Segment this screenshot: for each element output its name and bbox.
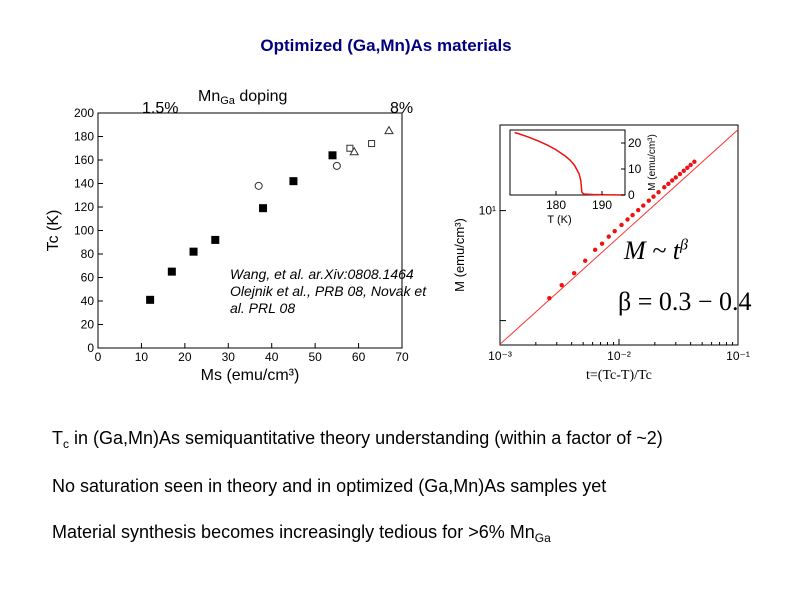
data-point [619,222,624,228]
power-law-formula: M ~ tβ [624,236,688,266]
formula-beta-sup: β [679,236,688,254]
tc-vs-ms-chart: 0 10 20 30 40 50 60 70 0 20 40 60 80 100 120 140 160 180 2… [45,106,409,384]
y-tick-label: 180 [74,130,94,144]
data-point-open-circle [332,161,341,170]
data-point [583,258,588,263]
inset-curve [514,131,626,196]
x-axis-label: Ms (emu/cm³) [201,367,300,384]
data-point [559,282,564,288]
label-doping-sub: Ga [220,95,235,107]
y-tick-label: 160 [74,153,94,167]
data-point [656,189,661,195]
y-tick-label: 0 [87,341,94,355]
data-point-filled-square [328,151,337,160]
data-point [685,165,690,170]
data-point [646,198,651,203]
bullet-1-post: in (Ga,Mn)As semiquantitative theory und… [69,428,663,448]
data-point [670,178,675,183]
data-point [666,181,671,187]
data-point [630,212,635,218]
x-tick-label: 10⁻¹ [726,349,750,363]
x-tick-label: 40 [265,350,279,364]
bullet-1-pre: T [52,428,63,448]
y-tick-label: 60 [81,271,95,285]
data-point-open-triangle [349,146,360,156]
x-tick-label: 60 [352,350,366,364]
inset-y-tick-label: 0 [628,188,635,202]
data-point [571,270,577,276]
beta-range-formula: β = 0.3 − 0.4 [618,287,752,316]
data-point-filled-square [146,295,155,304]
y-tick-label: 10¹ [479,204,496,218]
bullet-3-pre: Material synthesis becomes increasingly … [52,522,535,542]
x-tick-label: 30 [222,350,236,364]
formula-m: M [624,236,646,265]
data-point [641,203,646,208]
citation-text: Wang, et al. ar.Xiv:0808.1464 Olejnik et… [230,266,427,316]
x-tick-label: 70 [395,350,409,364]
label-doping-main: Mn [198,88,221,105]
x-tick-label: 50 [308,350,322,364]
label-doping-rest: doping [234,88,288,105]
data-point [636,207,641,213]
data-point [606,234,611,239]
y-axis-label: Tc (K) [45,210,62,252]
data-point-filled-square [211,235,220,244]
x-tick-label: 10⁻³ [488,349,512,363]
data-point-open-square [368,140,376,148]
bullet-1-sub: c [63,437,69,451]
y-tick-label: 20 [81,318,95,332]
inset-y-tick-label: 10 [628,162,642,176]
t-definition-caption: t=(Tc-T)/Tc [586,368,652,383]
magnetization-loglog-chart: 10⁻³ 10⁻² 10⁻¹ 10¹ M (emu/cm³) 180 190 T (K) 0 10… [452,124,750,363]
slide-title: Optimized (Ga,Mn)As materials [260,36,512,55]
data-point [612,228,617,234]
inset-y-axis-label: M (emu/cm³) [647,134,658,191]
inset-x-tick-label: 180 [546,198,566,212]
y-tick-label: 140 [74,177,94,191]
data-point [547,295,552,301]
inset-x-tick-label: 190 [592,198,612,212]
bullet-3-sub: Ga [534,531,551,545]
inset-frame [509,129,626,196]
data-point-filled-square [259,204,268,213]
x-tick-label: 10 [135,350,149,364]
data-point-open-triangle [384,125,394,135]
x-tick-label: 20 [178,350,192,364]
data-point [681,168,686,174]
bullet-no-saturation: No saturation seen in theory and in opti… [52,476,607,496]
data-point [625,217,630,222]
x-tick-label: 10⁻² [607,349,631,363]
inset-y-tick-label: 20 [628,136,642,150]
y-tick-label: 80 [81,247,95,261]
data-point [692,159,697,164]
x-tick-label: 0 [95,350,102,364]
y-tick-label: 200 [74,106,94,120]
y-tick-label: 40 [81,294,95,308]
bullet-synthesis: Material synthesis becomes increasingly … [52,522,551,545]
formula-rest: ~ t [652,236,680,265]
data-point [599,241,605,246]
data-point [651,194,656,199]
data-point-filled-square [289,177,298,186]
data-point [677,171,683,177]
data-point-open-circle [254,181,263,190]
fit-line [500,128,738,345]
bullet-tc-theory: Tc in (Ga,Mn)As semiquantitative theory … [52,428,663,451]
data-point [592,247,598,253]
inset-x-axis-label: T (K) [547,214,571,226]
data-point-open-square [346,144,354,152]
label-doping: MnGa doping [198,88,287,107]
data-point-filled-square [189,247,198,256]
y-tick-label: 120 [74,200,94,214]
y-tick-label: 100 [74,224,94,238]
y-axis-label: M (emu/cm³) [452,218,467,292]
data-point [662,185,667,190]
data-point [673,175,678,180]
data-point [688,162,693,168]
data-point-filled-square [167,267,176,276]
